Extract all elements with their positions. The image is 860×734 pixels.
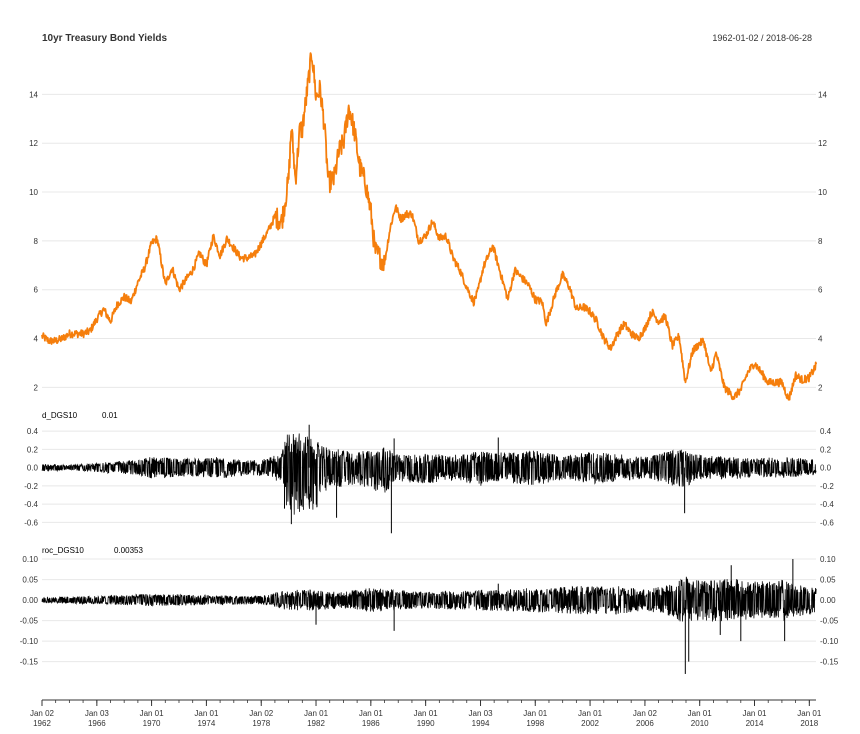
- x-tick-label-year: 2018: [800, 719, 818, 728]
- x-tick-label-year: 1974: [197, 719, 215, 728]
- x-tick-label-date: Jan 01: [578, 709, 603, 718]
- chart-title: 10yr Treasury Bond Yields: [42, 33, 167, 44]
- x-tick-label-date: Jan 01: [688, 709, 713, 718]
- y-tick-label-left: -0.05: [20, 617, 39, 626]
- y-tick-label-right: 10: [818, 188, 827, 197]
- x-tick-label-date: Jan 02: [30, 709, 55, 718]
- y-tick-label-right: 0.2: [820, 445, 832, 454]
- x-tick-label-date: Jan 01: [523, 709, 548, 718]
- x-tick-label-date: Jan 01: [742, 709, 767, 718]
- y-tick-label-right: 0.05: [820, 576, 836, 585]
- x-tick-label-year: 1998: [526, 719, 544, 728]
- x-tick-label-year: 1962: [33, 719, 51, 728]
- y-tick-label-right: 8: [818, 237, 823, 246]
- y-tick-label-left: 0.10: [22, 555, 38, 564]
- y-tick-label-left: 0.0: [27, 464, 39, 473]
- y-tick-label-right: -0.4: [820, 500, 834, 509]
- x-tick-label-year: 1982: [307, 719, 325, 728]
- y-tick-label-left: 4: [34, 335, 39, 344]
- yield-panel: 2 4 6 8 10 12 14 2 4 6 8 10 12 14: [29, 52, 827, 401]
- y-tick-label-left: -0.15: [20, 658, 39, 667]
- y-tick-label-left: 14: [29, 90, 38, 99]
- y-tick-label-right: 0.0: [820, 464, 832, 473]
- y-tick-label-right: -0.10: [820, 637, 839, 646]
- roc-dgs10-last-value: 0.00353: [114, 546, 143, 555]
- y-tick-label-left: 0.2: [27, 445, 39, 454]
- x-tick-label-date: Jan 01: [359, 709, 384, 718]
- dgs10-yield-line: [41, 52, 818, 401]
- y-tick-label-right: 4: [818, 335, 823, 344]
- y-tick-label-left: -0.6: [24, 518, 38, 527]
- x-tick-label-date: Jan 02: [249, 709, 274, 718]
- y-tick-label-right: -0.05: [820, 617, 839, 626]
- y-tick-label-left: -0.2: [24, 482, 38, 491]
- y-tick-label-right: -0.2: [820, 482, 834, 491]
- x-tick-label-date: Jan 01: [304, 709, 329, 718]
- y-tick-label-right: 2: [818, 383, 823, 392]
- roc-dgs10-series-line: [41, 576, 817, 622]
- y-tick-label-right: 0.4: [820, 427, 832, 436]
- x-tick-label-date: Jan 01: [140, 709, 165, 718]
- y-tick-label-left: 0.00: [22, 596, 38, 605]
- d-dgs10-last-value: 0.01: [102, 411, 118, 420]
- y-tick-label-right: 14: [818, 90, 827, 99]
- y-tick-label-left: -0.10: [20, 637, 39, 646]
- y-tick-label-left: -0.4: [24, 500, 38, 509]
- x-tick-label-year: 2006: [636, 719, 654, 728]
- x-tick-label-year: 1986: [362, 719, 380, 728]
- x-tick-label-year: 2010: [691, 719, 709, 728]
- x-tick-label-date: Jan 02: [633, 709, 658, 718]
- y-tick-label-right: -0.15: [820, 658, 839, 667]
- x-tick-label-year: 1970: [143, 719, 161, 728]
- x-tick-label-date: Jan 03: [85, 709, 110, 718]
- x-tick-label-year: 1978: [252, 719, 270, 728]
- y-tick-label-right: -0.6: [820, 518, 834, 527]
- y-tick-label-left: 2: [34, 383, 39, 392]
- y-tick-label-right: 0.00: [820, 596, 836, 605]
- y-tick-label-right: 6: [818, 286, 823, 295]
- roc-dgs10-series-name: roc_DGS10: [42, 546, 84, 555]
- x-tick-label-year: 2002: [581, 719, 599, 728]
- x-tick-label-year: 2014: [746, 719, 764, 728]
- y-tick-label-left: 8: [34, 237, 39, 246]
- y-tick-label-left: 10: [29, 188, 38, 197]
- y-tick-label-right: 0.10: [820, 555, 836, 564]
- x-tick-label-date: Jan 01: [797, 709, 822, 718]
- y-tick-label-left: 12: [29, 139, 38, 148]
- x-tick-label-year: 1966: [88, 719, 106, 728]
- x-tick-label-date: Jan 01: [414, 709, 439, 718]
- x-tick-label-year: 1990: [417, 719, 435, 728]
- x-tick-label-year: 1994: [472, 719, 490, 728]
- d-dgs10-panel: 0.4 0.2 0.0 -0.2 -0.4 -0.6 0.4 0.2 0.0 -0.2 -0.4 -0…: [24, 411, 834, 534]
- x-tick-label-date: Jan 01: [194, 709, 219, 718]
- y-tick-label-left: 0.4: [27, 427, 39, 436]
- y-tick-label-left: 0.05: [22, 576, 38, 585]
- y-tick-label-right: 12: [818, 139, 827, 148]
- y-tick-label-left: 6: [34, 286, 39, 295]
- date-range-label: 1962-01-02 / 2018-06-28: [712, 33, 812, 43]
- d-dgs10-series-name: d_DGS10: [42, 411, 78, 420]
- x-tick-label-date: Jan 03: [469, 709, 494, 718]
- roc-dgs10-panel: 0.10 0.05 0.00 -0.05 -0.10 -0.15 0.10 0.05 0.00 -…: [20, 546, 839, 674]
- d-dgs10-series-line: [41, 433, 817, 515]
